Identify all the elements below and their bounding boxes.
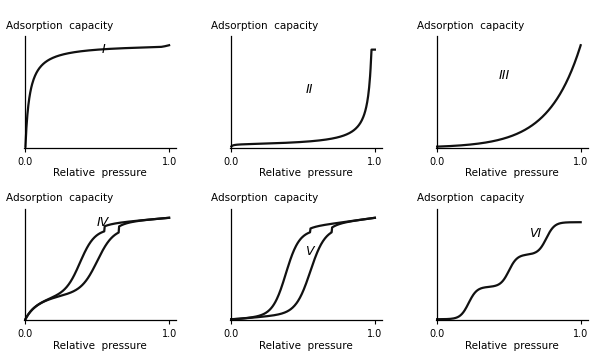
Text: Adsorption  capacity: Adsorption capacity (211, 193, 319, 203)
X-axis label: Relative  pressure: Relative pressure (53, 168, 147, 178)
X-axis label: Relative  pressure: Relative pressure (465, 341, 559, 351)
Text: VI: VI (529, 227, 541, 240)
X-axis label: Relative  pressure: Relative pressure (259, 341, 353, 351)
Text: Adsorption  capacity: Adsorption capacity (417, 193, 524, 203)
Text: I: I (101, 43, 105, 56)
Text: Adsorption  capacity: Adsorption capacity (417, 21, 524, 31)
X-axis label: Relative  pressure: Relative pressure (53, 341, 147, 351)
Text: Adsorption  capacity: Adsorption capacity (6, 21, 113, 31)
Text: IV: IV (97, 216, 109, 229)
Text: Adsorption  capacity: Adsorption capacity (211, 21, 319, 31)
X-axis label: Relative  pressure: Relative pressure (259, 168, 353, 178)
X-axis label: Relative  pressure: Relative pressure (465, 168, 559, 178)
Text: V: V (305, 245, 313, 258)
Text: II: II (305, 83, 313, 96)
Text: Adsorption  capacity: Adsorption capacity (6, 193, 113, 203)
Text: III: III (499, 69, 510, 82)
